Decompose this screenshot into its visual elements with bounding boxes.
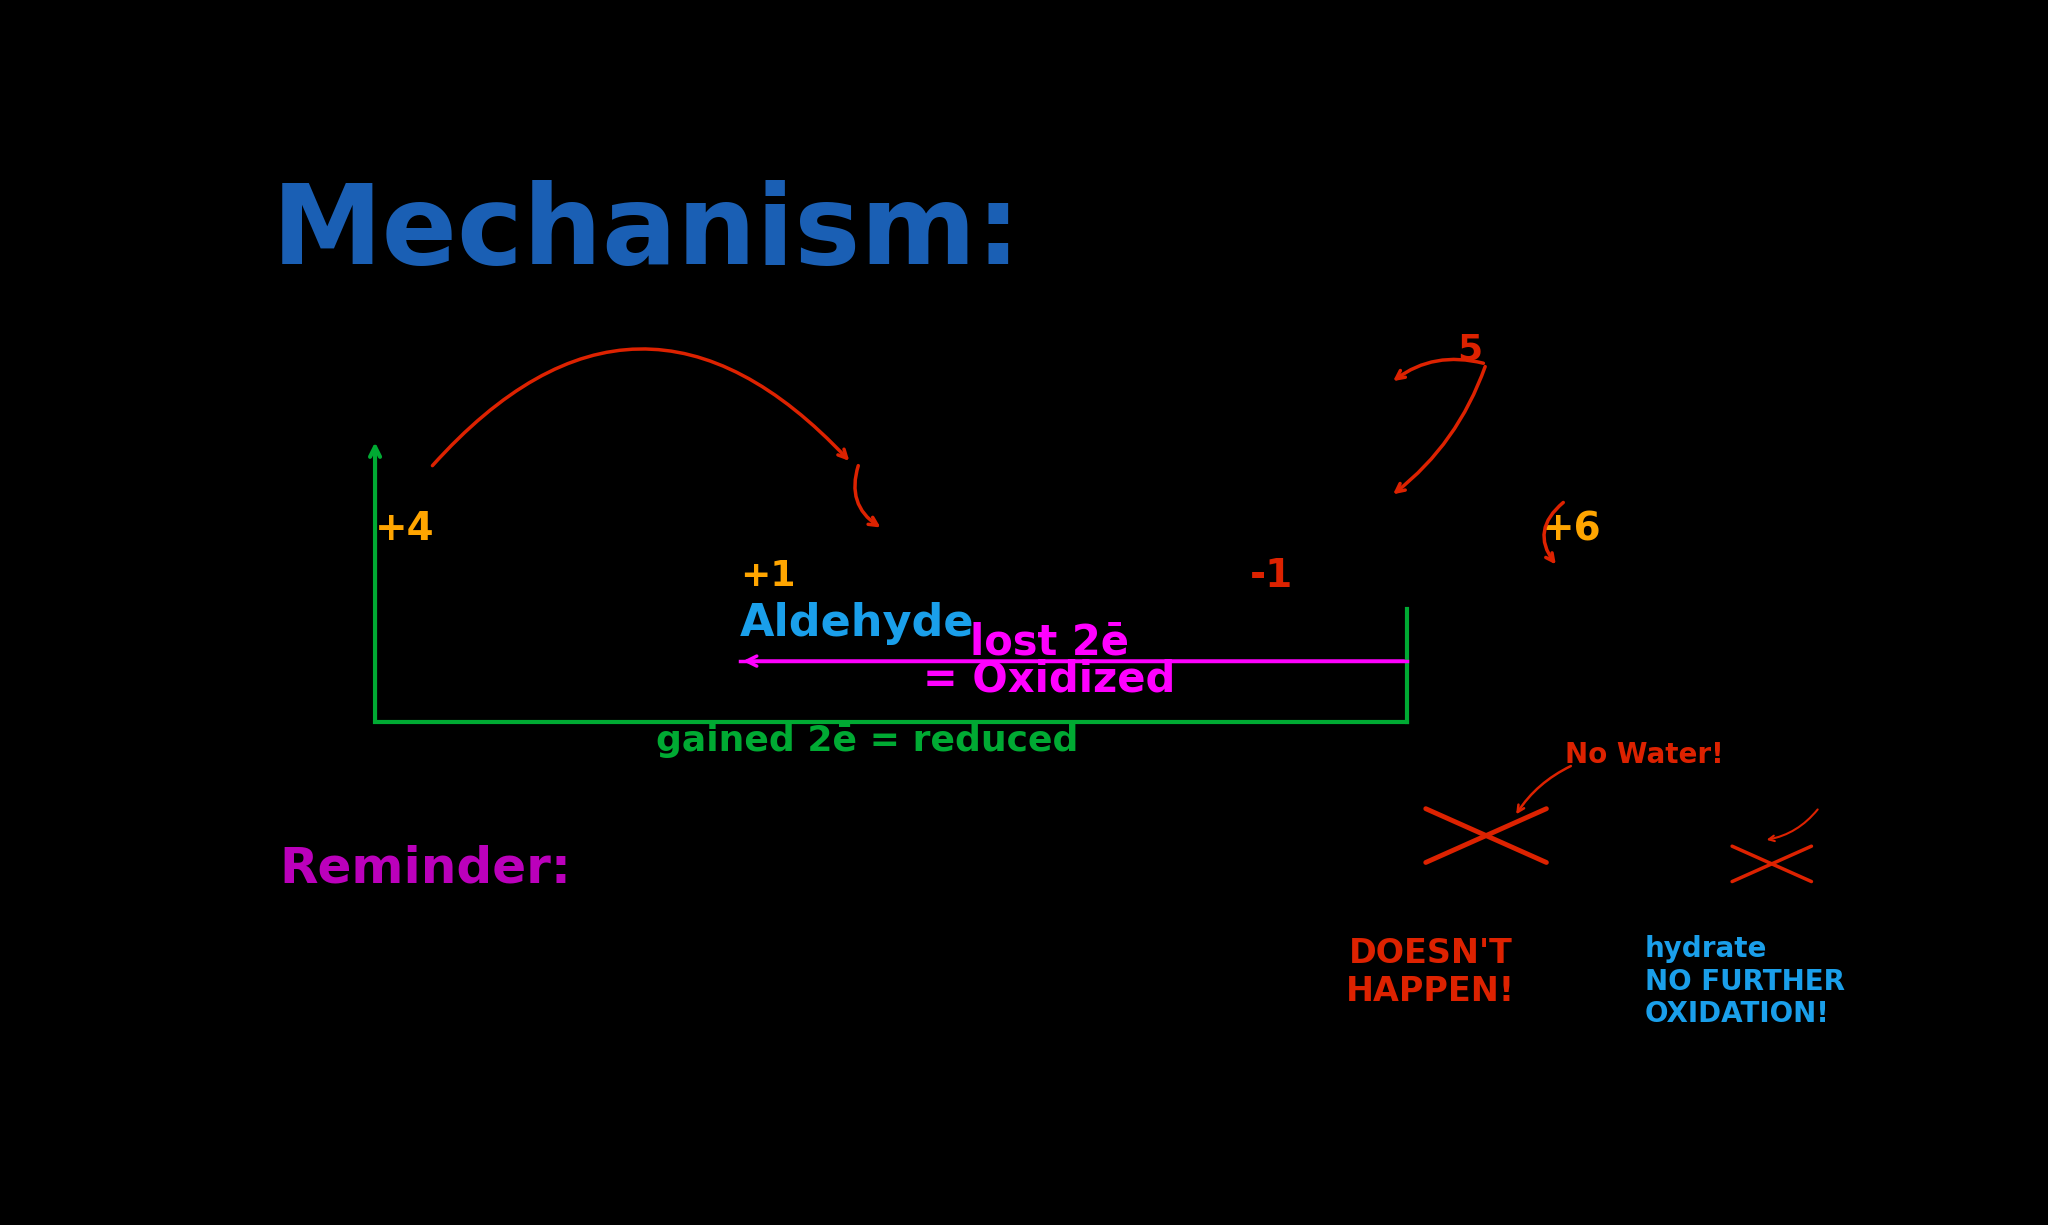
Text: Mechanism:: Mechanism: [272,180,1022,287]
Text: +1: +1 [739,559,795,593]
Text: lost 2ē: lost 2ē [971,621,1128,663]
Text: No Water!: No Water! [1565,741,1724,769]
Text: 5: 5 [1458,333,1483,366]
Text: hydrate
NO FURTHER
OXIDATION!: hydrate NO FURTHER OXIDATION! [1645,936,1845,1028]
Text: Aldehyde: Aldehyde [739,601,975,644]
Text: Reminder:: Reminder: [281,844,571,893]
Text: DOESN'T
HAPPEN!: DOESN'T HAPPEN! [1346,937,1516,1008]
Text: = Oxidized: = Oxidized [924,659,1176,701]
Text: gained 2ē = reduced: gained 2ē = reduced [655,724,1077,758]
Text: +4: +4 [375,510,434,548]
Text: -1: -1 [1249,557,1294,595]
Text: +6: +6 [1542,510,1602,548]
